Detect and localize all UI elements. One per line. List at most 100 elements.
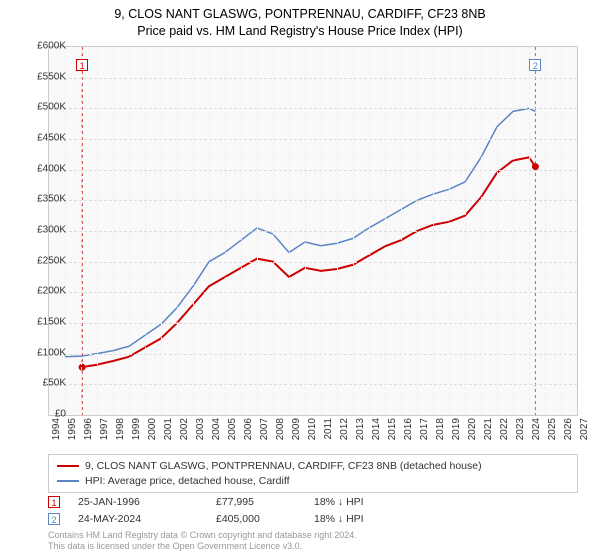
y-axis-label: £250K [22, 255, 66, 266]
y-axis-label: £200K [22, 286, 66, 297]
gridline-v [273, 47, 274, 415]
y-axis-label: £550K [22, 71, 66, 82]
transaction-marker-2: 2 [48, 513, 60, 525]
title-block: 9, CLOS NANT GLASWG, PONTPRENNAU, CARDIF… [0, 0, 600, 40]
legend-swatch-2 [57, 480, 79, 482]
transaction-marker-1: 1 [48, 496, 60, 508]
gridline-v [337, 47, 338, 415]
x-axis-label: 1996 [83, 418, 94, 446]
legend-swatch-1 [57, 465, 79, 467]
x-axis-label: 2001 [163, 418, 174, 446]
transaction-pct: 18% ↓ HPI [314, 494, 414, 511]
title-line-1: 9, CLOS NANT GLASWG, PONTPRENNAU, CARDIF… [0, 6, 600, 23]
gridline-v [129, 47, 130, 415]
transaction-pct: 18% ↓ HPI [314, 511, 414, 528]
x-axis-label: 2000 [147, 418, 158, 446]
x-axis-label: 2007 [259, 418, 270, 446]
x-axis-label: 2020 [467, 418, 478, 446]
x-axis-label: 2022 [499, 418, 510, 446]
gridline-v [193, 47, 194, 415]
footnote: Contains HM Land Registry data © Crown c… [48, 530, 578, 553]
gridline-v [401, 47, 402, 415]
x-axis-label: 2003 [195, 418, 206, 446]
x-axis-label: 2013 [355, 418, 366, 446]
x-axis-label: 2006 [243, 418, 254, 446]
x-axis-label: 1999 [131, 418, 142, 446]
gridline-v [321, 47, 322, 415]
x-axis-label: 2025 [547, 418, 558, 446]
x-axis-label: 2018 [435, 418, 446, 446]
gridline-v [305, 47, 306, 415]
gridline-v [145, 47, 146, 415]
x-axis-label: 2014 [371, 418, 382, 446]
gridline-v [353, 47, 354, 415]
gridline-v [481, 47, 482, 415]
gridline-v [513, 47, 514, 415]
y-axis-label: £50K [22, 378, 66, 389]
gridline-v [545, 47, 546, 415]
x-axis-label: 2026 [563, 418, 574, 446]
gridline-v [209, 47, 210, 415]
transaction-row: 1 25-JAN-1996 £77,995 18% ↓ HPI [48, 494, 578, 511]
legend-label-1: 9, CLOS NANT GLASWG, PONTPRENNAU, CARDIF… [85, 459, 482, 474]
y-axis-label: £500K [22, 102, 66, 113]
transaction-table: 1 25-JAN-1996 £77,995 18% ↓ HPI 2 24-MAY… [48, 494, 578, 528]
x-axis-label: 2016 [403, 418, 414, 446]
y-axis-label: £100K [22, 347, 66, 358]
gridline-v [177, 47, 178, 415]
x-axis-label: 2004 [211, 418, 222, 446]
x-axis-label: 2002 [179, 418, 190, 446]
transaction-price: £405,000 [216, 511, 296, 528]
x-axis-label: 1995 [67, 418, 78, 446]
gridline-v [417, 47, 418, 415]
gridline-v [257, 47, 258, 415]
y-axis-label: £450K [22, 133, 66, 144]
transaction-row: 2 24-MAY-2024 £405,000 18% ↓ HPI [48, 511, 578, 528]
gridline-v [561, 47, 562, 415]
x-axis-label: 2017 [419, 418, 430, 446]
y-axis-label: £350K [22, 194, 66, 205]
gridline-v [81, 47, 82, 415]
y-axis-label: £300K [22, 225, 66, 236]
footnote-line-2: This data is licensed under the Open Gov… [48, 541, 302, 551]
gridline-v [465, 47, 466, 415]
marker-box-1: 1 [76, 59, 88, 71]
x-axis-label: 1994 [51, 418, 62, 446]
gridline-v [241, 47, 242, 415]
x-axis-label: 2019 [451, 418, 462, 446]
plot-area: 12 [48, 46, 578, 416]
x-axis-label: 2021 [483, 418, 494, 446]
x-axis-label: 1997 [99, 418, 110, 446]
x-axis-label: 2010 [307, 418, 318, 446]
gridline-v [433, 47, 434, 415]
title-line-2: Price paid vs. HM Land Registry's House … [0, 23, 600, 40]
gridline-v [97, 47, 98, 415]
gridline-v [113, 47, 114, 415]
gridline-v [369, 47, 370, 415]
x-axis-label: 2009 [291, 418, 302, 446]
legend-row: HPI: Average price, detached house, Card… [57, 474, 569, 489]
transaction-price: £77,995 [216, 494, 296, 511]
y-axis-label: £150K [22, 317, 66, 328]
y-axis-label: £400K [22, 163, 66, 174]
gridline-v [225, 47, 226, 415]
x-axis-label: 2024 [531, 418, 542, 446]
legend-label-2: HPI: Average price, detached house, Card… [85, 474, 290, 489]
x-axis-label: 2012 [339, 418, 350, 446]
footnote-line-1: Contains HM Land Registry data © Crown c… [48, 530, 357, 540]
gridline-v [497, 47, 498, 415]
gridline-v [529, 47, 530, 415]
gridline-v [449, 47, 450, 415]
transaction-date: 25-JAN-1996 [78, 494, 198, 511]
x-axis-label: 2008 [275, 418, 286, 446]
x-axis-label: 2027 [579, 418, 590, 446]
gridline-v [289, 47, 290, 415]
legend-box: 9, CLOS NANT GLASWG, PONTPRENNAU, CARDIF… [48, 454, 578, 493]
x-axis-label: 2011 [323, 418, 334, 446]
marker-box-2: 2 [529, 59, 541, 71]
gridline-v [385, 47, 386, 415]
y-axis-label: £600K [22, 41, 66, 52]
x-axis-label: 1998 [115, 418, 126, 446]
legend-row: 9, CLOS NANT GLASWG, PONTPRENNAU, CARDIF… [57, 459, 569, 474]
gridline-v [161, 47, 162, 415]
